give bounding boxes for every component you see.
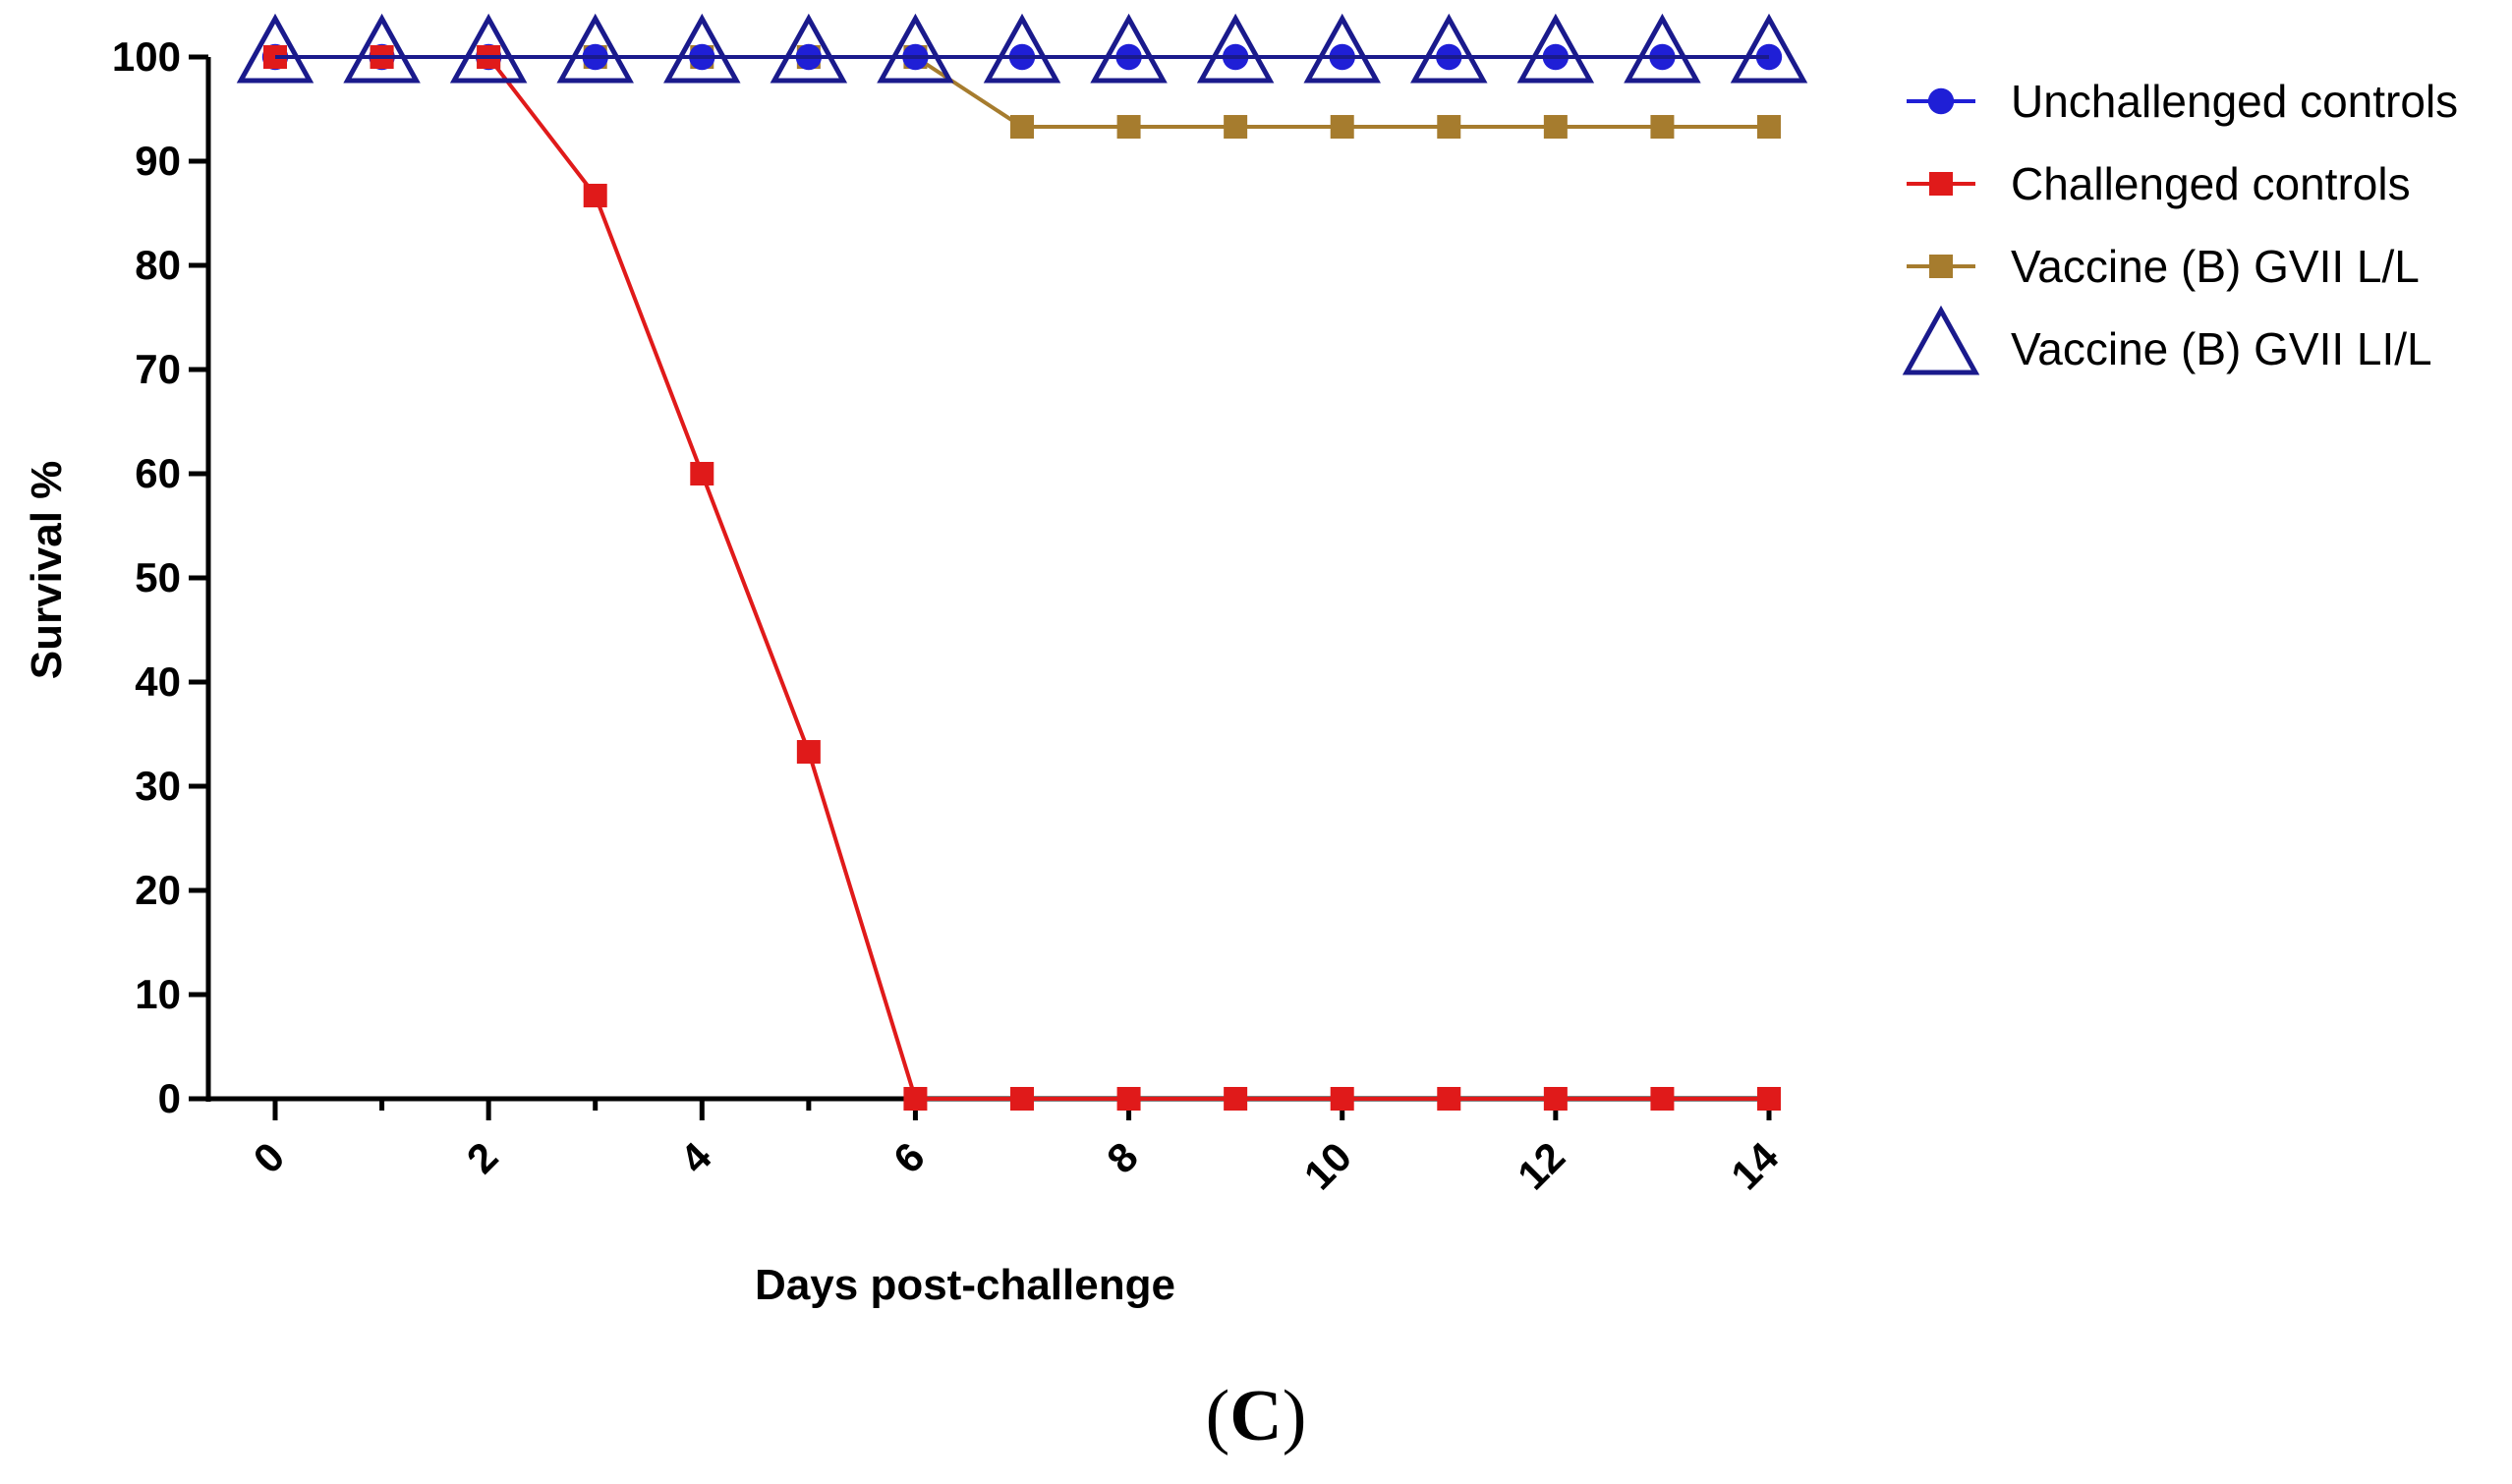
- y-tick-label: 30: [135, 763, 181, 809]
- data-point: [983, 13, 1061, 84]
- y-tick-label: 90: [135, 138, 181, 184]
- data-point: [449, 13, 528, 84]
- data-point: [1303, 13, 1381, 84]
- data-point: [877, 13, 954, 84]
- data-point: [1196, 13, 1275, 84]
- data-point: [796, 740, 821, 765]
- data-point: [1650, 1087, 1675, 1111]
- legend-entry: Vaccine (B) GVII L/L: [1907, 241, 2420, 292]
- legend: Unchallenged controls Challenged controls…: [1902, 76, 2458, 375]
- data-point: [556, 13, 634, 84]
- data-point: [1516, 13, 1595, 84]
- data-point: [1116, 115, 1141, 140]
- panel-label-close: ): [1283, 1376, 1307, 1456]
- legend-marker: [1927, 87, 1955, 115]
- x-tick-label: 8: [1098, 1133, 1147, 1182]
- data-point: [583, 183, 607, 207]
- panel-label: (C): [1206, 1376, 1307, 1456]
- data-point: [1010, 115, 1034, 140]
- data-point: [690, 462, 714, 485]
- x-tick-label: 4: [671, 1133, 720, 1182]
- data-point: [236, 13, 314, 84]
- y-tick-label: 70: [135, 346, 181, 392]
- x-tick-label: 10: [1295, 1133, 1360, 1198]
- legend-marker: [1902, 305, 1980, 375]
- data-point: [1757, 1087, 1781, 1111]
- data-point: [343, 13, 421, 84]
- legend-marker: [1929, 255, 1953, 278]
- legend-label: Vaccine (B) GVII L/L: [2011, 241, 2420, 292]
- data-point: [1224, 1087, 1248, 1111]
- data-point: [1437, 115, 1461, 140]
- data-point: [770, 13, 848, 84]
- data-point: [1624, 13, 1701, 84]
- series-layer: [236, 13, 1808, 1111]
- data-point: [1330, 115, 1354, 140]
- y-tick-label: 60: [135, 450, 181, 496]
- data-point: [663, 13, 741, 84]
- y-tick-label: 50: [135, 554, 181, 600]
- y-axis-title: Survival %: [23, 461, 71, 680]
- data-point: [1757, 115, 1781, 140]
- y-tick-label: 40: [135, 658, 181, 705]
- y-tick-label: 80: [135, 242, 181, 288]
- x-axis-title: Days post-challenge: [755, 1261, 1175, 1309]
- data-point: [1437, 1087, 1461, 1111]
- y-tick-label: 10: [135, 971, 181, 1017]
- y-tick-label: 100: [112, 33, 181, 80]
- data-point: [1543, 115, 1568, 140]
- y-tick-label: 20: [135, 867, 181, 913]
- data-point: [1010, 1087, 1034, 1111]
- panel-label-open: (: [1206, 1376, 1230, 1456]
- axes: [205, 57, 1769, 1102]
- x-tick-label: 14: [1722, 1133, 1788, 1199]
- data-point: [1116, 1087, 1141, 1111]
- x-tick-label: 0: [245, 1133, 294, 1182]
- data-point: [1224, 115, 1248, 140]
- legend-label: Challenged controls: [2011, 158, 2411, 209]
- data-point: [1650, 115, 1675, 140]
- legend-entry: Challenged controls: [1907, 158, 2411, 209]
- panel-label-letter: C: [1229, 1376, 1282, 1456]
- data-point: [1730, 13, 1808, 84]
- y-tick-label: 0: [158, 1075, 181, 1121]
- data-point: [1330, 1087, 1354, 1111]
- x-tick-label: 6: [885, 1133, 934, 1182]
- x-axis-ticks: 0 2 4 6 8 10 12 14: [245, 1099, 1788, 1198]
- series-challenged-controls: [263, 45, 1781, 1111]
- legend-label: Vaccine (B) GVII LI/L: [2011, 323, 2432, 374]
- series-vaccine-b-gvii-li-l: [236, 13, 1808, 84]
- legend-entry: Vaccine (B) GVII LI/L: [1902, 305, 2432, 375]
- series-line: [275, 55, 1769, 1101]
- data-point: [1090, 13, 1168, 84]
- x-tick-label: 12: [1509, 1133, 1573, 1198]
- y-axis-ticks: 0 10 20 30 40 50 60 70 80 90 100: [112, 33, 208, 1121]
- legend-marker: [1929, 172, 1953, 196]
- data-point: [903, 1087, 928, 1111]
- legend-label: Unchallenged controls: [2011, 76, 2458, 127]
- data-point: [1543, 1087, 1568, 1111]
- legend-entry: Unchallenged controls: [1907, 76, 2458, 127]
- x-tick-label: 2: [458, 1133, 507, 1182]
- data-point: [1410, 13, 1488, 84]
